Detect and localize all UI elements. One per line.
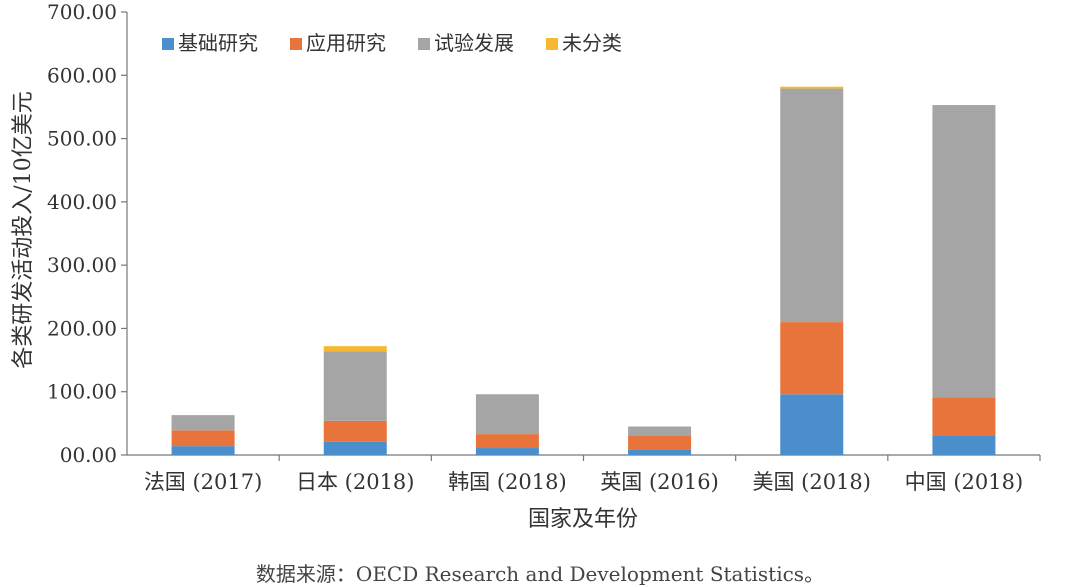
legend-label: 试验发展 [434,31,514,55]
legend-swatch [418,38,430,50]
x-tick-label: 法国 (2017) [144,470,263,494]
bars [171,86,996,455]
bar-segment [323,441,387,455]
bar-segment [475,448,539,455]
y-tick-label: 600.00 [47,63,117,87]
y-tick-label: 400.00 [47,190,117,214]
bar-segment [932,105,996,398]
bar-segment [475,394,539,435]
bar-segment [628,449,692,455]
x-tick-label: 美国 (2018) [752,470,871,494]
bar-segment [171,446,235,455]
bar-segment [171,430,235,447]
bar-segment [780,322,844,395]
y-tick-label: 00.00 [60,443,117,467]
bar-segment [780,86,844,89]
x-tick-label: 日本 (2018) [296,470,415,494]
legend-label: 应用研究 [306,31,386,55]
legend: 基础研究 应用研究 试验发展 未分类 [162,31,622,55]
y-tick-label: 100.00 [47,380,117,404]
bar-segment [171,415,235,431]
source-note: 数据来源：OECD Research and Development Stati… [255,562,825,586]
bar-segment [475,434,539,449]
bar-segment [323,420,387,442]
bar-segment [628,426,692,437]
legend-swatch [290,38,302,50]
x-axis-label: 国家及年份 [528,507,638,532]
bar-segment [628,436,692,450]
bar-segment [932,436,996,455]
x-tick-label: 中国 (2018) [905,470,1024,494]
x-tick-label: 韩国 (2018) [448,470,567,494]
y-axis: 00.00 100.00 200.00 300.00 400.00 500.00 600.0… [47,0,128,467]
y-tick-label: 700.00 [47,0,117,24]
x-tick-label: 英国 (2016) [600,470,719,494]
bar-segment [323,346,387,352]
legend-swatch [162,38,174,50]
bar-segment [780,88,844,323]
bar-segment [932,397,996,437]
bar-segment [323,351,387,421]
bar-segment [780,394,844,455]
legend-swatch [546,38,558,50]
legend-label: 未分类 [562,31,622,55]
y-tick-label: 200.00 [47,316,117,340]
x-axis: 法国 (2017) 日本 (2018) 韩国 (2018) 英国 (2016) 美国 (… [127,454,1041,494]
stacked-bar-chart: 00.00 100.00 200.00 300.00 400.00 500.00 600.0… [11,0,1041,532]
y-tick-label: 500.00 [47,127,117,151]
y-axis-label: 各类研发活动投入/10亿美元 [11,91,36,368]
y-tick-label: 300.00 [47,253,117,277]
legend-label: 基础研究 [178,31,258,55]
